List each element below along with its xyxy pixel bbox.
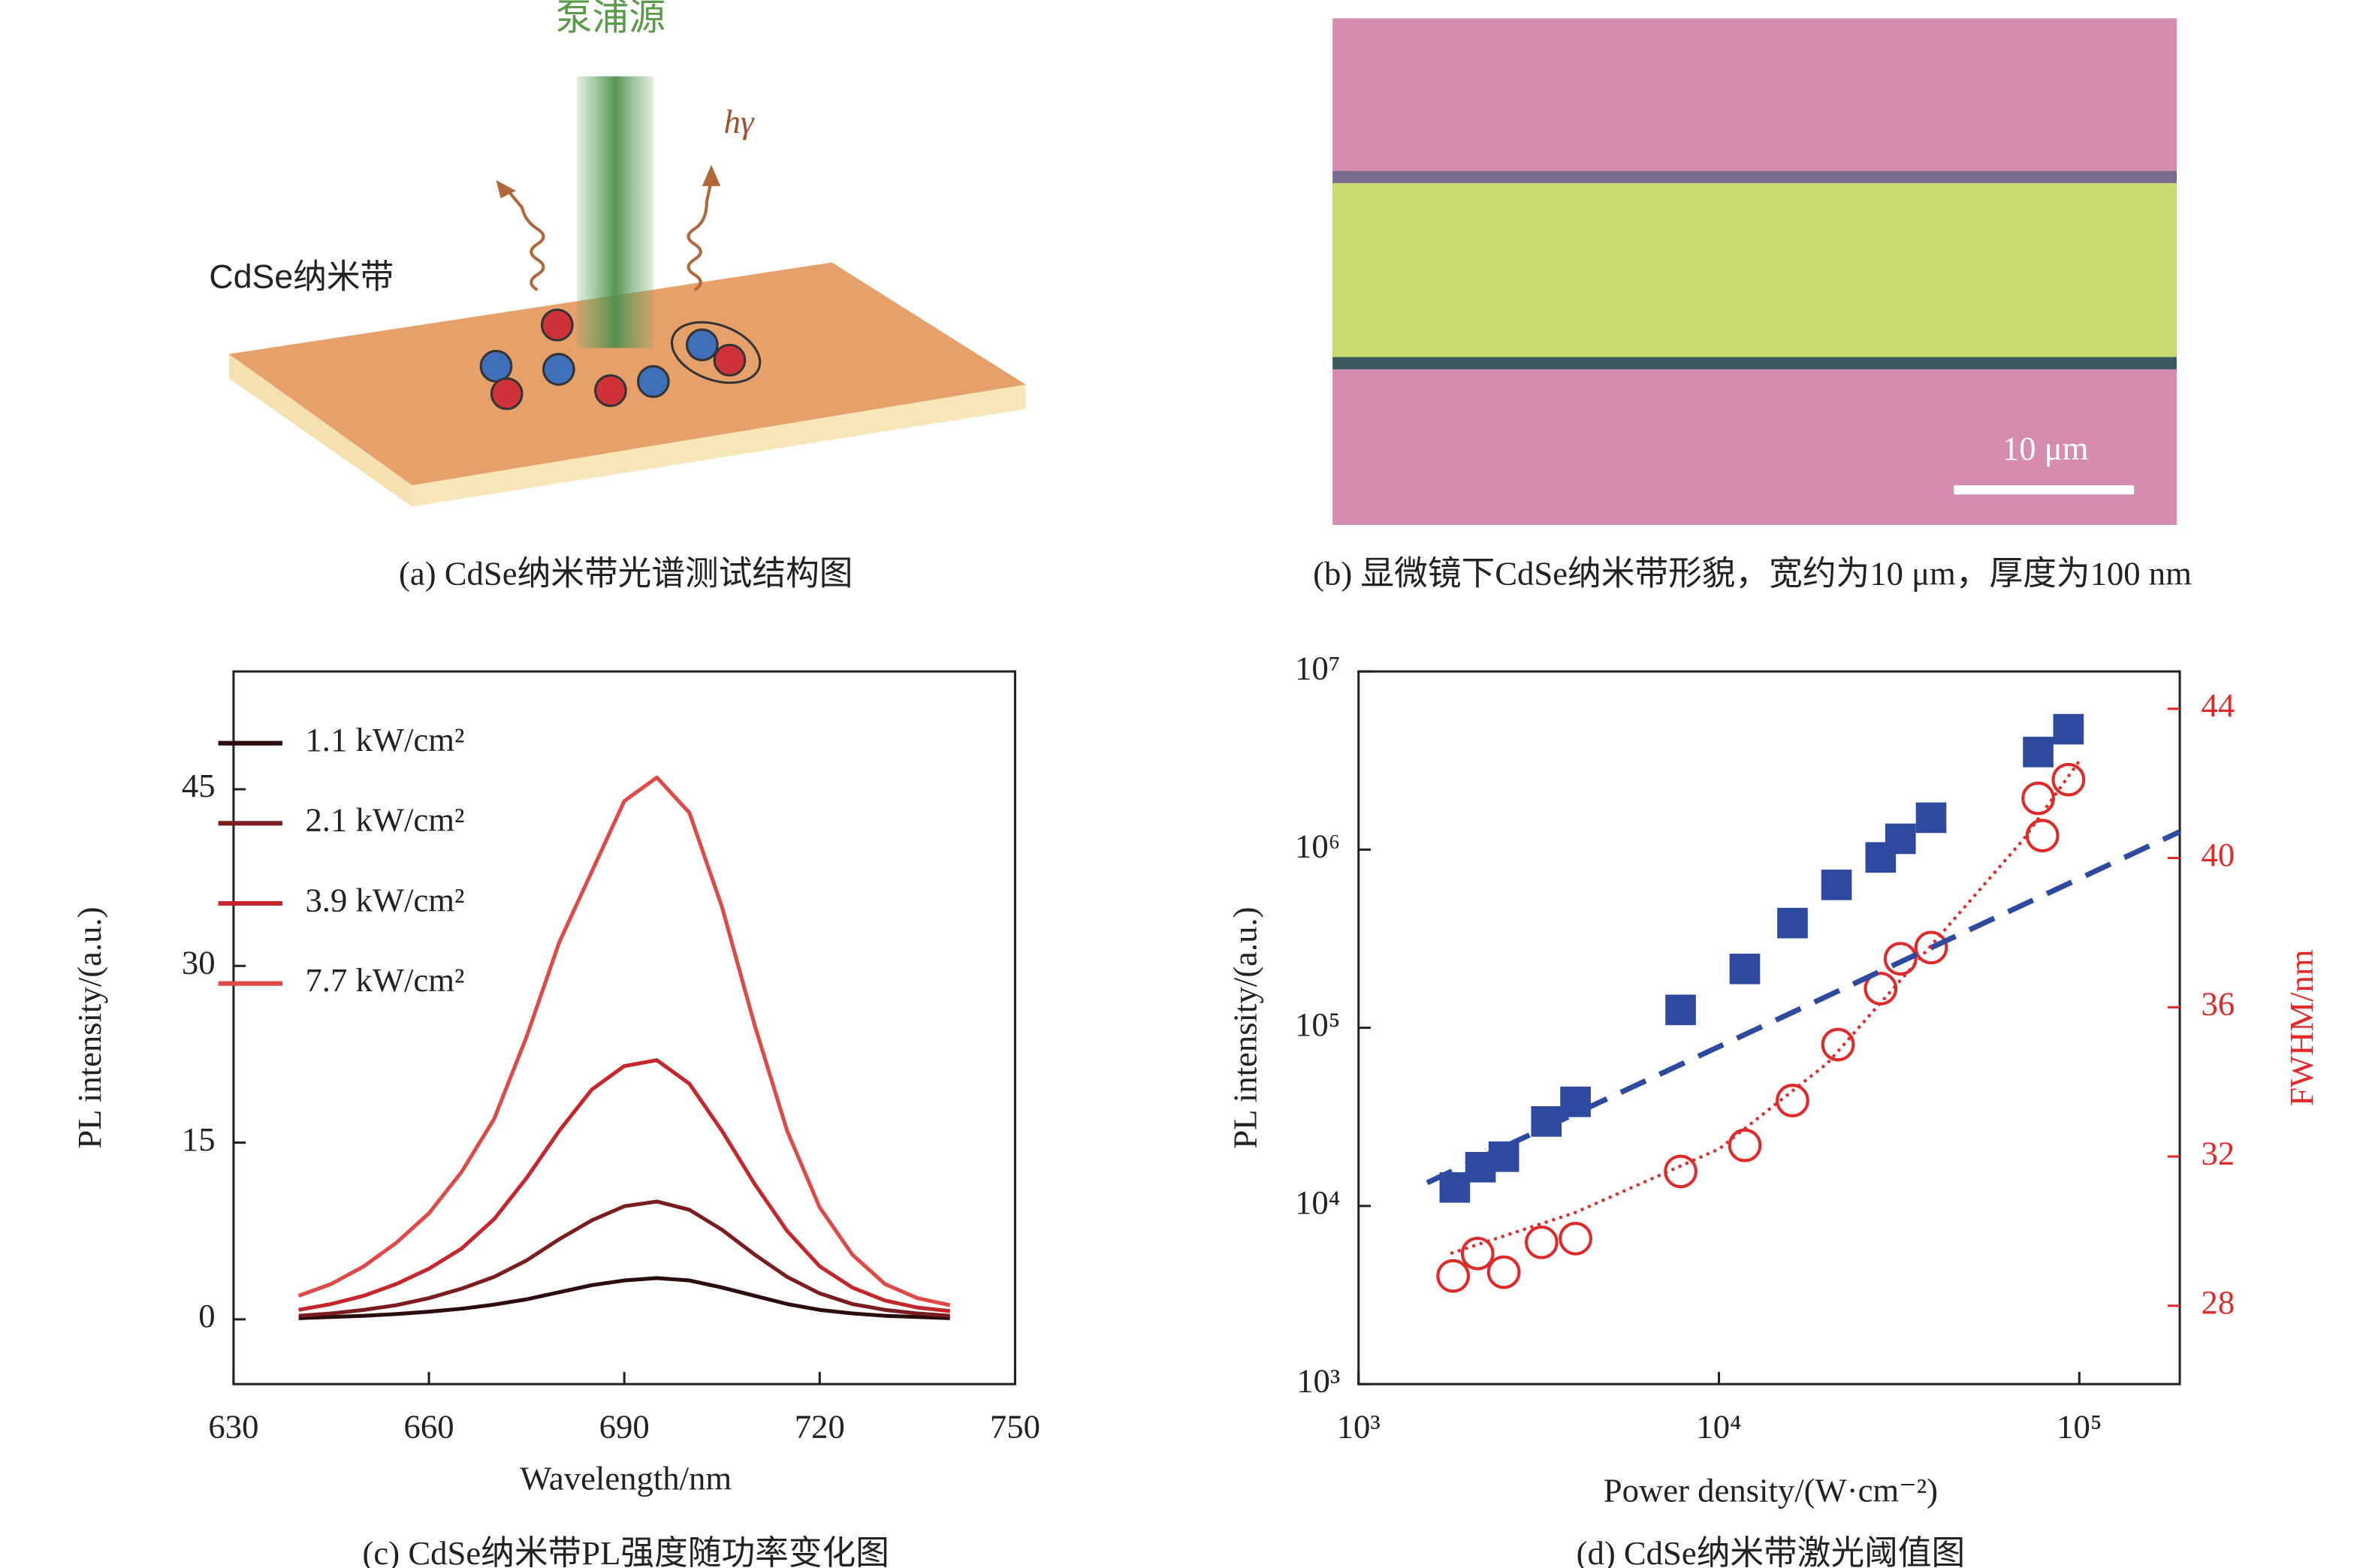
y-tick-label: 10⁴ bbox=[1295, 1184, 1340, 1221]
circle-point bbox=[1559, 1222, 1592, 1256]
y-tick-label: 10⁵ bbox=[1295, 1006, 1340, 1043]
caption: (b) 显微镜下CdSe纳米带形貌，宽约为10 μm，厚度为100 nm bbox=[1313, 554, 2192, 592]
square-point bbox=[1560, 1086, 1591, 1117]
y-tick-label: 0 bbox=[198, 1297, 215, 1334]
circle-point bbox=[2021, 781, 2055, 816]
circle-point bbox=[2025, 819, 2060, 853]
plot-frame bbox=[1357, 670, 2181, 1386]
x-tick-label: 720 bbox=[795, 1407, 845, 1445]
circle-point bbox=[1821, 1027, 1855, 1062]
circle-point bbox=[1728, 1128, 1762, 1162]
plot-frame bbox=[232, 670, 1016, 1386]
caption: (c) CdSe纳米带PL强度随功率变化图 bbox=[363, 1534, 889, 1568]
y-tick-label: 10⁶ bbox=[1295, 828, 1340, 865]
x-axis-label: Power density/(W·cm⁻²) bbox=[1604, 1472, 1938, 1509]
circle-point bbox=[1664, 1154, 1698, 1189]
pump-beam bbox=[577, 76, 653, 348]
emission-wave bbox=[687, 179, 714, 291]
legend-label: 7.7 kW/cm² bbox=[305, 961, 464, 999]
y2-tick-label: 32 bbox=[2202, 1134, 2235, 1171]
panel-b: 10 μm (b) 显微镜下CdSe纳米带形貌，宽约为10 μm，厚度为100 … bbox=[1313, 18, 2192, 592]
spectrum-line bbox=[297, 775, 951, 1307]
fit-line bbox=[1450, 760, 2081, 1256]
square-point bbox=[1729, 953, 1761, 985]
scale-bar bbox=[1954, 485, 2135, 495]
arrow-head bbox=[702, 164, 721, 186]
y-tick-label: 30 bbox=[182, 944, 216, 982]
caption: (a) CdSe纳米带光谱测试结构图 bbox=[399, 554, 853, 592]
spectrum-line bbox=[298, 1199, 950, 1318]
material-label: CdSe纳米带 bbox=[209, 259, 394, 296]
plate-front bbox=[412, 384, 1026, 507]
x-tick-label: 660 bbox=[404, 1407, 454, 1445]
square-point bbox=[1885, 823, 1916, 855]
spectrum-line bbox=[298, 1276, 950, 1320]
circle-point bbox=[1914, 930, 1948, 965]
y2-tick-label: 40 bbox=[2202, 836, 2235, 873]
square-point bbox=[2023, 737, 2054, 767]
x-tick-label: 10³ bbox=[1337, 1407, 1381, 1445]
circle-point bbox=[1776, 1084, 1809, 1117]
square-point bbox=[1488, 1141, 1519, 1172]
square-point bbox=[1665, 994, 1696, 1026]
y2-tick-label: 44 bbox=[2202, 686, 2235, 724]
y-tick-label: 15 bbox=[182, 1120, 216, 1158]
belt-edge bbox=[1332, 170, 2177, 183]
x-tick-label: 10⁴ bbox=[1696, 1407, 1741, 1445]
x-tick-label: 750 bbox=[990, 1407, 1040, 1445]
nanobelt bbox=[1332, 182, 2177, 357]
spectrum-line bbox=[298, 1058, 951, 1313]
pump-label: 泵浦源 bbox=[556, 0, 665, 38]
square-point bbox=[1821, 870, 1852, 900]
caption: (d) CdSe纳米带激光阈值图 bbox=[1577, 1534, 1966, 1568]
square-point bbox=[1777, 907, 1808, 939]
y-tick-label: 10⁷ bbox=[1295, 649, 1340, 686]
square-point bbox=[1915, 802, 1947, 834]
circle-point bbox=[1486, 1255, 1521, 1289]
belt-edge bbox=[1332, 357, 2177, 369]
y-tick-label: 10³ bbox=[1296, 1361, 1340, 1399]
x-tick-label: 690 bbox=[599, 1407, 650, 1445]
scale-label: 10 μm bbox=[2002, 430, 2089, 467]
x-axis-label: Wavelength/nm bbox=[520, 1459, 732, 1497]
y-tick-label: 45 bbox=[182, 767, 216, 804]
y-axis-label: PL intensity/(a.u.) bbox=[1227, 906, 1264, 1148]
y2-tick-label: 36 bbox=[2202, 985, 2235, 1023]
y2-axis-label: FWHM/nm bbox=[2283, 949, 2320, 1106]
circle-point bbox=[2051, 762, 2086, 797]
panel-a: 泵浦源 hγ CdSe纳米带 (a) CdSe纳米带光谱测试结构图 bbox=[209, 0, 1026, 592]
circle-point bbox=[1460, 1236, 1495, 1271]
circle-point bbox=[1883, 942, 1918, 976]
y-axis-label: PL intensity/(a.u.) bbox=[71, 906, 108, 1148]
x-tick-label: 10⁵ bbox=[2057, 1407, 2102, 1445]
emission-wave bbox=[505, 188, 545, 291]
square-point bbox=[2053, 713, 2084, 745]
plate-side bbox=[228, 354, 412, 507]
x-tick-label: 630 bbox=[208, 1407, 258, 1445]
legend-label: 1.1 kW/cm² bbox=[305, 721, 464, 758]
legend-label: 3.9 kW/cm² bbox=[305, 881, 464, 918]
photon-label: hγ bbox=[724, 103, 755, 140]
circle-point bbox=[1525, 1225, 1559, 1259]
legend-label: 2.1 kW/cm² bbox=[305, 801, 464, 839]
carriers bbox=[479, 308, 762, 411]
y2-tick-label: 28 bbox=[2202, 1283, 2235, 1321]
arrow-head bbox=[496, 179, 516, 199]
fit-line bbox=[1426, 829, 2181, 1186]
nanobelt-plate bbox=[228, 262, 1026, 486]
circle-point bbox=[1436, 1259, 1470, 1293]
